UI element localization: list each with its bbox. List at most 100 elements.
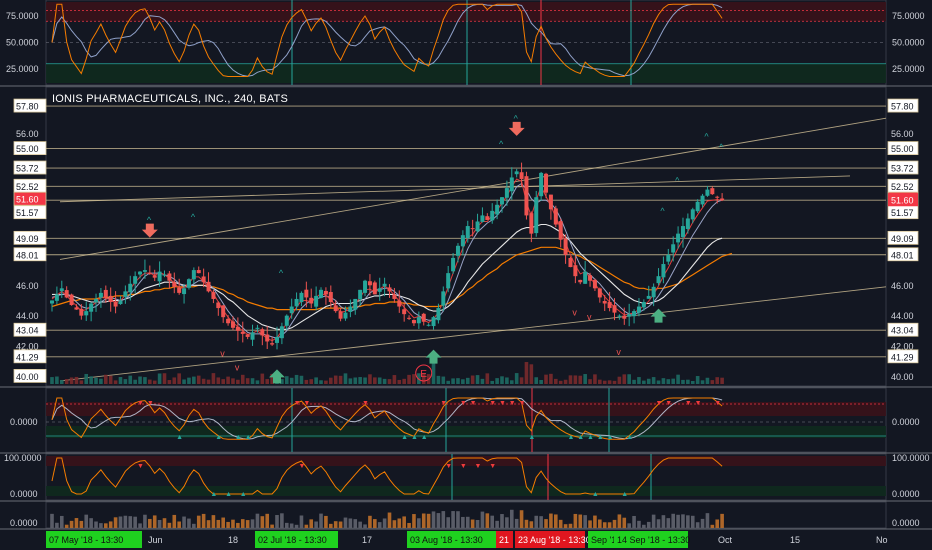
volume-bar bbox=[329, 523, 333, 528]
price-label-left: 53.72 bbox=[16, 164, 39, 174]
main-volume-bar bbox=[201, 378, 206, 384]
volume-bar bbox=[299, 515, 304, 528]
volume-bar bbox=[651, 514, 656, 528]
volume-bar bbox=[319, 513, 323, 528]
candle-body bbox=[685, 218, 690, 229]
volume-bar bbox=[250, 519, 255, 528]
main-volume-bar bbox=[196, 375, 201, 384]
osc1-down-marker: ▼ bbox=[470, 400, 477, 407]
osc2-down-marker: ▼ bbox=[298, 463, 305, 470]
volume-bar bbox=[500, 514, 504, 528]
volume-bar bbox=[255, 513, 260, 528]
small-up-marker: ^ bbox=[675, 176, 680, 186]
volume-bar bbox=[505, 517, 509, 528]
volume-bar bbox=[549, 513, 553, 528]
osc2-down-marker: ▼ bbox=[475, 463, 482, 470]
main-volume-bar bbox=[456, 378, 460, 384]
price-label-right: 57.80 bbox=[891, 102, 914, 112]
xaxis-label: 18 bbox=[228, 535, 238, 545]
volume-bar bbox=[632, 515, 636, 528]
main-volume-bar bbox=[299, 375, 304, 384]
earnings-marker-label: E bbox=[420, 369, 427, 380]
candle-body bbox=[103, 289, 108, 298]
main-volume-bar bbox=[211, 373, 216, 384]
main-volume-bar bbox=[123, 379, 128, 384]
main-volume-bar bbox=[681, 379, 685, 384]
candle-body bbox=[441, 291, 446, 306]
volume-bar bbox=[720, 513, 724, 528]
main-volume-bar bbox=[446, 380, 450, 384]
small-down-marker: v bbox=[616, 347, 621, 357]
volume-bar bbox=[201, 513, 206, 528]
candle-body bbox=[588, 275, 593, 281]
candle-body bbox=[230, 321, 235, 328]
osc2-down-marker: ▼ bbox=[445, 463, 452, 470]
main-volume-bar bbox=[138, 376, 142, 384]
osc1-up-marker: ▲ bbox=[587, 434, 594, 441]
candle-body bbox=[475, 221, 480, 232]
candle-body bbox=[578, 279, 583, 283]
candle-body bbox=[553, 208, 558, 225]
candle-body bbox=[64, 290, 69, 298]
main-volume-bar bbox=[324, 380, 328, 384]
rsi-signal-line-series bbox=[51, 3, 723, 77]
volume-bar bbox=[50, 513, 54, 528]
main-volume-bar bbox=[377, 377, 382, 384]
main-volume-bar bbox=[617, 376, 622, 384]
main-volume-bar bbox=[172, 377, 177, 384]
candle-body bbox=[162, 274, 167, 276]
candle-body bbox=[607, 302, 612, 309]
main-volume-bar bbox=[192, 376, 196, 384]
candle-body bbox=[495, 204, 500, 215]
rsi-oversold-zone bbox=[46, 63, 886, 83]
main-volume-bar bbox=[710, 380, 715, 384]
main-volume-bar bbox=[407, 374, 411, 384]
volume-bar bbox=[461, 516, 465, 528]
main-volume-bar bbox=[289, 377, 294, 384]
main-volume-bar bbox=[270, 373, 274, 384]
price-tag-right bbox=[887, 247, 919, 262]
main-volume-bar bbox=[539, 379, 543, 384]
sma-fast-line bbox=[51, 182, 723, 339]
volume-bar bbox=[578, 514, 583, 528]
rsi-overbought-zone bbox=[46, 2, 886, 22]
rsi-line-series bbox=[51, 3, 723, 77]
volume-bar bbox=[558, 519, 563, 528]
candle-body bbox=[480, 215, 485, 222]
main-volume-bar bbox=[231, 378, 235, 384]
candle-body bbox=[597, 288, 602, 298]
volume-bar bbox=[622, 517, 627, 528]
candle-body bbox=[94, 298, 99, 303]
volume-bar bbox=[113, 517, 118, 528]
xaxis-highlight-label: Sep '18 bbox=[591, 535, 621, 545]
volume-bar bbox=[436, 513, 441, 528]
candle-body bbox=[436, 308, 441, 321]
xaxis-label: Oct bbox=[718, 535, 733, 545]
xaxis-highlight-label: 07 May '18 - 13:30 bbox=[49, 535, 123, 545]
main-volume-bar bbox=[524, 362, 529, 384]
channel-mid-line bbox=[59, 175, 851, 203]
candle-body bbox=[426, 324, 431, 326]
candle-body bbox=[534, 197, 539, 234]
osc2-down-marker: ▼ bbox=[137, 463, 144, 470]
main-volume-bar bbox=[387, 379, 392, 384]
price-tag-right bbox=[887, 98, 919, 113]
current-price-tag bbox=[888, 193, 918, 207]
main-volume-bar bbox=[59, 380, 64, 384]
price-label-left: 46.00 bbox=[16, 281, 39, 291]
candle-body bbox=[167, 273, 172, 281]
candle-body bbox=[289, 306, 294, 314]
main-volume-bar bbox=[240, 374, 245, 384]
main-volume-bar bbox=[544, 374, 548, 384]
main-volume-bar bbox=[686, 379, 690, 384]
price-label-left: 44.00 bbox=[16, 311, 39, 321]
osc2-tick-top-left: 100.0000 bbox=[4, 453, 42, 463]
channel-lower-line bbox=[59, 286, 887, 382]
main-volume-bar bbox=[412, 374, 416, 384]
volume-bar bbox=[451, 511, 455, 528]
candle-body bbox=[250, 332, 255, 340]
volume-bar bbox=[534, 515, 539, 528]
volume-bar bbox=[152, 515, 157, 528]
main-volume-bar bbox=[421, 373, 426, 384]
